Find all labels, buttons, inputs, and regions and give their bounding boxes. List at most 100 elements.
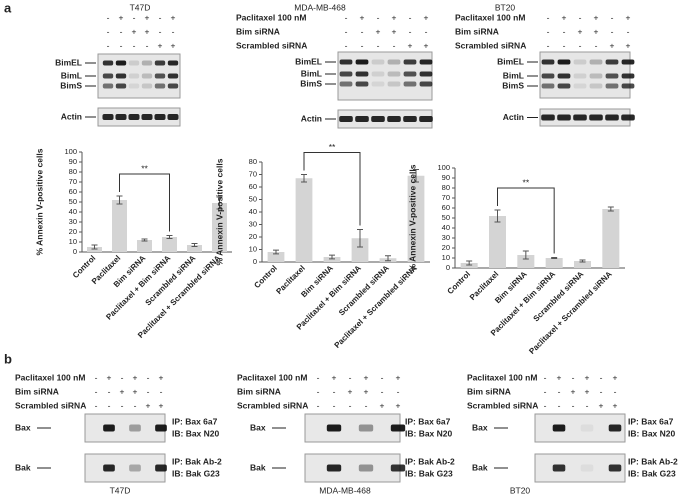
blot-band — [167, 114, 179, 120]
treatment-sign: - — [558, 386, 561, 396]
treatment-sign: + — [171, 12, 176, 22]
treatment-sign: - — [133, 12, 136, 22]
error-bar — [91, 244, 98, 250]
treatment-sign: - — [381, 372, 384, 382]
error-bar — [579, 259, 586, 263]
treatment-sign: - — [317, 386, 320, 396]
blot-band — [589, 83, 603, 89]
bar — [212, 203, 227, 252]
blot-band — [154, 60, 166, 66]
blot-band — [552, 464, 566, 472]
bar — [574, 261, 591, 268]
treatment-sign: + — [133, 386, 138, 396]
ib-label: IB: Bax N20 — [172, 428, 220, 438]
treatment-label: Bim siRNA — [236, 26, 280, 36]
blot-band — [605, 114, 619, 121]
treatment-sign: - — [159, 26, 162, 36]
cell-line: MDA-MB-468 — [319, 485, 371, 495]
treatment-sign: - — [544, 386, 547, 396]
blot-band — [573, 83, 587, 89]
y-tick-label: 30 — [249, 219, 257, 228]
y-tick-label: 0 — [73, 247, 77, 256]
blot-band — [154, 114, 166, 120]
treatment-sign: + — [585, 372, 590, 382]
ip-label: IP: Bak Ab-2 — [172, 456, 222, 466]
blot-band — [621, 83, 635, 89]
blot-band — [557, 59, 571, 65]
blot-band — [355, 59, 369, 65]
treatment-sign: + — [159, 372, 164, 382]
treatment-sign: + — [594, 26, 599, 36]
blot — [84, 413, 166, 443]
band-label: Actin — [301, 113, 322, 123]
blot-band — [605, 83, 619, 89]
error-bar — [607, 206, 614, 212]
blot-band — [419, 116, 433, 122]
blot-band — [358, 424, 374, 432]
treatment-sign: + — [171, 40, 176, 50]
y-tick-label: 40 — [442, 223, 450, 232]
treatment-sign: - — [120, 40, 123, 50]
blot-band — [141, 83, 153, 89]
y-tick-label: 20 — [69, 227, 77, 236]
treatment-label: Paclitaxel 100 nM — [15, 372, 85, 382]
significance-bracket — [497, 187, 555, 254]
treatment-label: Scrambled siRNA — [455, 40, 526, 50]
treatment-sign: + — [159, 400, 164, 410]
treatment-sign: - — [600, 372, 603, 382]
blot-band — [339, 59, 353, 65]
y-tick-label: 0 — [253, 257, 257, 266]
treatment-sign: + — [364, 372, 369, 382]
bar — [295, 178, 313, 262]
treatment-label: Scrambled siRNA — [236, 40, 307, 50]
treatment-sign: + — [613, 372, 618, 382]
treatment-sign: - — [147, 386, 150, 396]
cell-line: BT20 — [510, 485, 531, 495]
treatment-sign: - — [107, 12, 110, 22]
blot-band — [155, 464, 167, 472]
treatment-sign: - — [361, 26, 364, 36]
treatment-sign: - — [586, 400, 589, 410]
error-bar — [273, 249, 279, 255]
error-bar — [191, 243, 198, 247]
blot-band — [326, 464, 342, 472]
blot-band — [154, 73, 166, 79]
panel-label: a — [4, 0, 12, 15]
blot-band — [102, 60, 114, 66]
treatment-sign: - — [317, 400, 320, 410]
cell-line: T47D — [130, 2, 151, 12]
x-tick-label: Control — [252, 264, 278, 290]
treatment-sign: - — [377, 12, 380, 22]
treatment-sign: + — [348, 386, 353, 396]
bar — [407, 175, 425, 262]
treatment-sign: + — [562, 12, 567, 22]
error-bar — [116, 195, 123, 205]
ip-label: IP: Bax 6a7 — [405, 416, 451, 426]
blot-band — [557, 73, 571, 79]
band-label: BimEL — [295, 56, 322, 66]
blot-band — [589, 73, 603, 79]
treatment-sign: - — [425, 26, 428, 36]
y-tick-label: 50 — [442, 213, 450, 222]
treatment-sign: - — [572, 400, 575, 410]
row-label: Bax — [15, 422, 31, 432]
treatment-sign: + — [158, 40, 163, 50]
treatment-sign: + — [626, 12, 631, 22]
row-label: Bax — [250, 422, 266, 432]
treatment-sign: + — [599, 400, 604, 410]
blot-band — [355, 116, 369, 122]
error-bar — [494, 209, 501, 223]
treatment-sign: - — [614, 386, 617, 396]
treatment-sign: - — [579, 12, 582, 22]
treatment-sign: + — [626, 40, 631, 50]
blot-band — [390, 424, 406, 432]
x-tick-label: Control — [446, 270, 472, 296]
bar — [517, 255, 535, 268]
treatment-sign: - — [409, 26, 412, 36]
treatment-sign: - — [611, 12, 614, 22]
treatment-sign: + — [133, 372, 138, 382]
y-tick-label: 40 — [69, 207, 77, 216]
blot-band — [358, 464, 374, 472]
treatment-sign: - — [547, 12, 550, 22]
treatment-sign: + — [146, 400, 151, 410]
